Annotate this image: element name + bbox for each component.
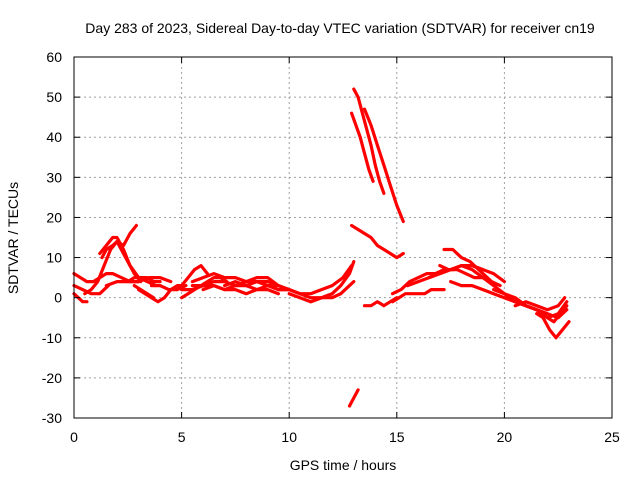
x-tick-label: 0	[70, 429, 78, 445]
series-arc-33	[442, 247, 498, 288]
series-arc-32	[347, 388, 360, 408]
series-arc-02	[72, 292, 89, 304]
series-arc-17	[201, 284, 280, 296]
series-arc-04	[83, 223, 138, 296]
series-arc-29	[390, 288, 446, 304]
series-arc-30	[390, 268, 455, 296]
series-arc-42	[513, 296, 567, 312]
series-arc-03	[72, 284, 111, 296]
series-arc-08	[126, 276, 162, 284]
series-arc-10	[137, 284, 186, 304]
series-arc-12	[175, 264, 209, 292]
y-axis-label: SDTVAR / TECUs	[5, 182, 21, 294]
x-tick-label: 25	[604, 429, 620, 445]
y-tick-label: 40	[46, 129, 62, 145]
x-tick-label: 10	[281, 429, 297, 445]
y-tick-label: 10	[46, 250, 62, 266]
series-arc-01	[72, 272, 141, 284]
series-arc-25	[350, 111, 375, 183]
x-tick-label: 5	[178, 429, 186, 445]
series-arc-27	[350, 223, 405, 260]
data-traces	[72, 87, 571, 408]
series-arc-22	[309, 292, 343, 304]
y-tick-label: 0	[54, 290, 62, 306]
plot-frame	[73, 56, 613, 419]
y-tick-label: -30	[42, 410, 62, 426]
x-axis-label: GPS time / hours	[290, 457, 397, 473]
y-tick-label: -20	[42, 370, 62, 386]
series-arc-40	[513, 300, 569, 324]
x-tick-label: 15	[389, 429, 405, 445]
series-arc-07	[104, 276, 173, 288]
chart-title: Day 283 of 2023, Sidereal Day-to-day VTE…	[85, 20, 595, 36]
axis-ticks: 0 5 10 15 20 25 -30 -20 -10 0 10 20 30 40 50 60	[42, 49, 620, 445]
grid	[74, 57, 612, 418]
series-arc-41	[535, 312, 571, 340]
series-arc-21	[298, 264, 354, 296]
y-tick-label: 50	[46, 89, 62, 105]
x-tick-label: 20	[497, 429, 513, 445]
y-tick-label: 60	[46, 49, 62, 65]
y-tick-label: 30	[46, 169, 62, 185]
series-arc-20	[287, 260, 356, 304]
series-arc-18	[223, 280, 291, 292]
y-tick-label: -10	[42, 330, 62, 346]
y-tick-label: 20	[46, 209, 62, 225]
series-arc-24	[352, 87, 386, 195]
series-arc-26	[362, 107, 405, 224]
series-arc-35	[427, 264, 506, 284]
series-arc-14	[190, 272, 280, 288]
series-arc-23	[339, 280, 356, 296]
